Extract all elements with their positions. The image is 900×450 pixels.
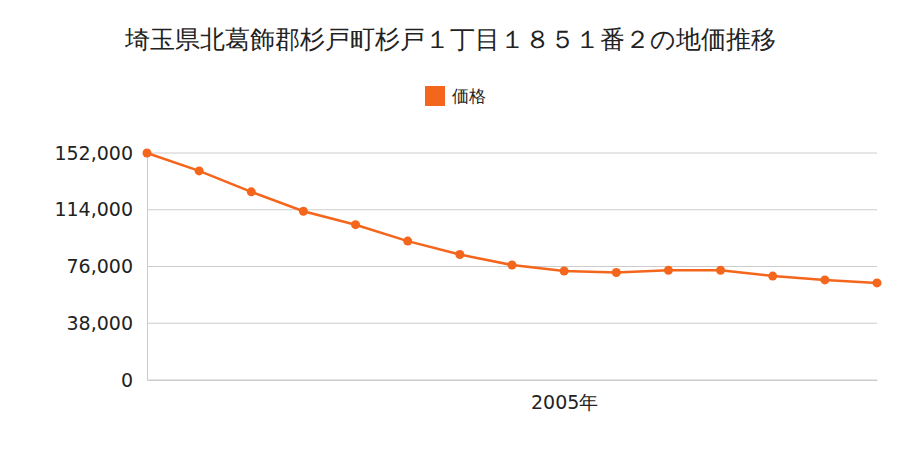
line	[147, 153, 877, 283]
point	[508, 261, 517, 270]
point	[664, 266, 673, 275]
x-axis: 2005年	[148, 380, 878, 413]
point	[768, 272, 777, 281]
grid-line	[147, 380, 877, 381]
legend: 価格	[425, 86, 486, 106]
grid-line	[147, 323, 877, 324]
marks	[143, 149, 882, 288]
point	[351, 220, 360, 229]
grid-line	[147, 209, 877, 210]
point	[873, 278, 882, 287]
x-tick: 2005年	[531, 380, 598, 413]
legend-swatch	[425, 86, 445, 106]
x-axis-line	[148, 380, 878, 381]
x-tick-label: 2005年	[531, 391, 598, 413]
plot: 0 38,000 76,000 114,000 152,000 2005年	[54, 142, 881, 414]
y-tick-label: 0	[121, 369, 133, 391]
grid	[147, 153, 877, 380]
y-tick-label: 114,000	[54, 198, 133, 220]
point	[612, 268, 621, 277]
y-tick-label: 152,000	[54, 142, 133, 164]
y-tick-label: 38,000	[67, 312, 133, 334]
y-tick: 0	[121, 369, 147, 391]
point	[820, 275, 829, 284]
legend-label: 価格	[452, 86, 486, 106]
y-tick: 38,000	[67, 312, 147, 334]
y-tick: 76,000	[67, 255, 147, 277]
title: 埼玉県北葛飾郡杉戸町杉戸１丁目１８５１番２の地価推移	[124, 25, 776, 54]
y-tick: 152,000	[54, 142, 147, 164]
chart: 埼玉県北葛飾郡杉戸町杉戸１丁目１８５１番２の地価推移 0 38,000 76,000 1…	[0, 0, 900, 450]
y-axis: 0 38,000 76,000 114,000 152,000	[54, 142, 147, 391]
point	[455, 250, 464, 259]
grid-line	[147, 153, 877, 154]
point	[560, 266, 569, 275]
point	[299, 207, 308, 216]
point	[716, 266, 725, 275]
y-tick-label: 76,000	[67, 255, 133, 277]
y-tick: 114,000	[54, 198, 147, 220]
point	[143, 149, 152, 158]
y-axis-line	[147, 154, 148, 381]
point	[247, 187, 256, 196]
point	[195, 166, 204, 175]
point	[403, 237, 412, 246]
